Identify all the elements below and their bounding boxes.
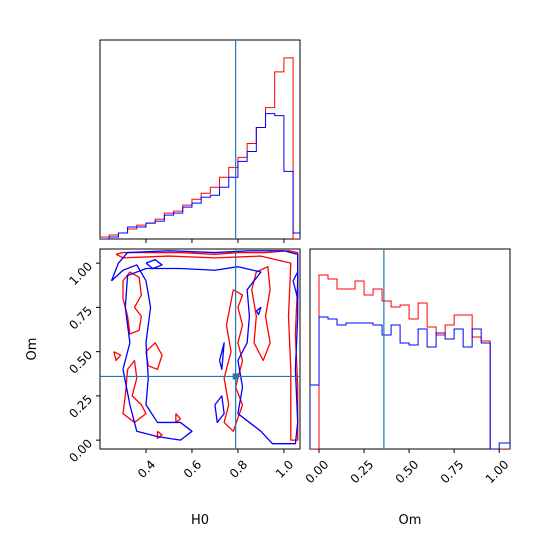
- contour-ylabel: Om: [25, 338, 40, 361]
- blue-contour-1: [145, 258, 163, 270]
- contour-xtick-label-2: 0.8: [227, 457, 250, 480]
- h0-histogram-plot-area: [100, 57, 300, 239]
- red-contour-3: [145, 342, 163, 371]
- contour-xtick-label-3: 1.0: [273, 457, 296, 480]
- contour-xlabel: H0: [191, 513, 209, 528]
- h0-histogram-frame: [99, 39, 301, 240]
- h0-histogram-panel: [99, 39, 301, 243]
- h0-om-contour-panel: H0 Om 0.4 0.6 0.8 1.0 0.00 0.25 0.50 0.75 1.00: [25, 248, 301, 528]
- contour-frame: [99, 248, 301, 450]
- blue-contour-3: [218, 342, 225, 371]
- blue-contour-2: [214, 395, 225, 424]
- om-histogram-plot-area: [310, 274, 510, 449]
- om-histogram-frame: [309, 248, 511, 450]
- h0-histogram-red: [100, 57, 300, 239]
- red-contour-0: [115, 250, 299, 441]
- contour-ytick-label-3: 0.75: [66, 304, 95, 333]
- contour-xtick-label-0: 0.4: [135, 457, 158, 480]
- om-histogram-xtick-label-3: 0.75: [438, 457, 467, 486]
- contour-truth-marker: [232, 373, 239, 380]
- contour-xtick-label-1: 0.6: [181, 457, 204, 480]
- om-histogram-xtick-label-2: 0.50: [393, 457, 422, 486]
- contour-ytick-label-0: 0.00: [66, 436, 95, 465]
- om-histogram-xtick-label-0: 0.00: [303, 457, 332, 486]
- om-histogram-panel: Om 0.00 0.25 0.50 0.75 1.00: [303, 248, 512, 528]
- red-contour-6: [251, 266, 271, 362]
- red-contour-7: [175, 413, 182, 424]
- red-contour-4: [113, 351, 122, 362]
- blue-contour-4: [255, 306, 262, 316]
- om-histogram-xtick-label-4: 1.00: [483, 457, 512, 486]
- red-contour-5: [223, 289, 244, 432]
- om-histogram-xtick-label-1: 0.25: [348, 457, 377, 486]
- contour-ytick-label-1: 0.25: [66, 392, 95, 421]
- blue-contour-5: [292, 271, 299, 300]
- contour-ytick-label-4: 1.00: [66, 259, 95, 288]
- om-histogram-xlabel: Om: [399, 513, 422, 528]
- h0-histogram-blue: [100, 113, 300, 239]
- red-contour-2: [122, 359, 147, 424]
- om-histogram-red: [310, 274, 510, 449]
- om-histogram-blue: [310, 316, 510, 449]
- contour-ytick-label-2: 0.50: [66, 348, 95, 377]
- contour-plot-area: [110, 250, 299, 445]
